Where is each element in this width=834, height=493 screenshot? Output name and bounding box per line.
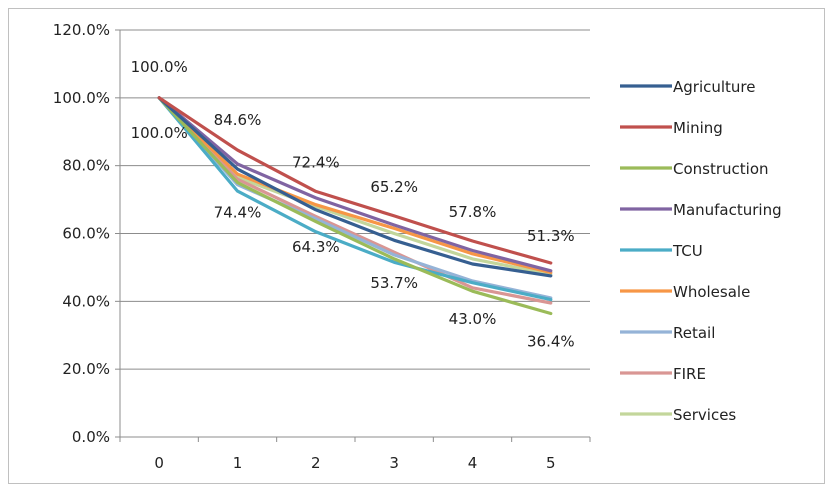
legend-label: Mining xyxy=(673,119,723,137)
series-line-agriculture xyxy=(157,96,553,278)
data-label: 84.6% xyxy=(214,111,262,129)
y-tick-label: 0.0% xyxy=(72,428,110,446)
y-tick-label: 100.0% xyxy=(53,89,110,107)
data-label: 57.8% xyxy=(449,203,497,221)
y-tick-label: 40.0% xyxy=(62,292,110,310)
data-label: 43.0% xyxy=(449,310,497,328)
data-label: 74.4% xyxy=(214,204,262,222)
x-tick-label: 2 xyxy=(311,454,321,472)
x-tick-label: 0 xyxy=(154,454,164,472)
axes: 0.0% 20.0% 40.0% 60.0% 80.0% 100.0% 120.0% 0 1 2 3… xyxy=(53,21,591,472)
x-tick-label: 3 xyxy=(389,454,399,472)
data-label: 65.2% xyxy=(370,178,418,196)
data-label: 51.3% xyxy=(527,227,575,245)
series-line-tcu xyxy=(157,96,553,302)
data-label: 53.7% xyxy=(370,274,418,292)
series-line-construction xyxy=(157,96,553,316)
legend-label: FIRE xyxy=(673,365,706,383)
legend-label: Construction xyxy=(673,160,769,178)
series-line-fire xyxy=(157,96,553,305)
y-tick-label: 80.0% xyxy=(62,157,110,175)
x-tick-label: 5 xyxy=(546,454,556,472)
y-tick-label: 20.0% xyxy=(62,360,110,378)
series-line-wholesale xyxy=(157,96,553,275)
y-tick-label: 120.0% xyxy=(53,21,110,39)
legend-label: TCU xyxy=(672,242,703,260)
legend-label: Wholesale xyxy=(673,283,750,301)
series-line-mining xyxy=(157,96,553,265)
series-line-manufacturing xyxy=(157,96,553,273)
series-lines xyxy=(157,96,553,316)
y-tick-label: 60.0% xyxy=(62,225,110,243)
legend: Agriculture Mining Construction Manufacturi… xyxy=(620,78,782,424)
x-tick-label: 4 xyxy=(468,454,478,472)
legend-label: Retail xyxy=(673,324,715,342)
data-label: 72.4% xyxy=(292,153,340,171)
legend-label: Agriculture xyxy=(673,78,756,96)
data-label: 100.0% xyxy=(131,58,188,76)
legend-label: Services xyxy=(673,406,736,424)
data-label: 100.0% xyxy=(131,124,188,142)
data-label: 36.4% xyxy=(527,333,575,351)
data-labels: 100.0% 100.0% 84.6% 72.4% 65.2% 57.8% 51.3% 74.… xyxy=(131,58,575,351)
legend-label: Manufacturing xyxy=(673,201,782,219)
x-tick-label: 1 xyxy=(233,454,243,472)
data-label: 64.3% xyxy=(292,238,340,256)
